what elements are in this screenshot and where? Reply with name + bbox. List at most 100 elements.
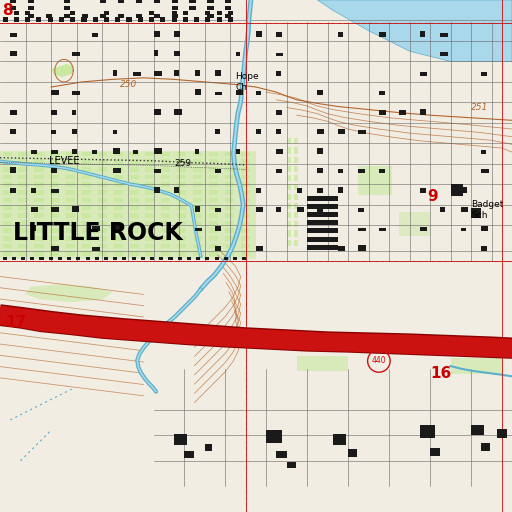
Bar bbox=[18, 251, 28, 256]
Bar bbox=[14, 17, 19, 22]
Bar bbox=[66, 205, 75, 210]
Bar bbox=[225, 228, 234, 233]
Bar bbox=[66, 167, 75, 172]
Bar bbox=[379, 228, 386, 231]
Bar bbox=[256, 31, 262, 37]
Bar bbox=[174, 31, 180, 37]
Bar bbox=[122, 257, 126, 260]
Bar bbox=[50, 221, 59, 225]
Bar bbox=[358, 169, 365, 173]
Bar bbox=[174, 51, 180, 56]
Bar bbox=[225, 14, 231, 18]
Bar bbox=[114, 221, 123, 225]
Bar bbox=[195, 206, 200, 212]
Bar bbox=[145, 152, 155, 156]
Bar bbox=[18, 198, 28, 202]
Bar bbox=[98, 244, 107, 248]
Bar bbox=[225, 198, 234, 202]
Bar bbox=[224, 257, 228, 260]
Bar bbox=[130, 159, 139, 164]
Bar bbox=[114, 228, 123, 233]
Bar bbox=[18, 205, 28, 210]
Text: 17: 17 bbox=[5, 315, 26, 330]
Bar bbox=[130, 205, 139, 210]
Bar bbox=[225, 6, 231, 10]
Bar bbox=[209, 175, 218, 179]
Bar bbox=[379, 91, 385, 95]
Bar bbox=[66, 175, 75, 179]
Bar bbox=[145, 205, 155, 210]
Bar bbox=[130, 175, 139, 179]
Bar bbox=[50, 175, 59, 179]
Bar bbox=[72, 110, 76, 115]
Bar bbox=[113, 168, 120, 173]
Bar bbox=[10, 33, 17, 37]
Bar bbox=[461, 187, 467, 193]
Bar bbox=[132, 257, 136, 260]
Bar bbox=[39, 257, 44, 260]
Bar bbox=[70, 17, 75, 22]
Bar bbox=[58, 257, 62, 260]
Bar bbox=[100, 14, 106, 18]
Bar bbox=[358, 208, 364, 212]
Bar bbox=[145, 251, 155, 256]
Bar bbox=[177, 205, 186, 210]
Bar bbox=[420, 227, 427, 231]
Bar bbox=[287, 462, 296, 468]
Bar bbox=[3, 198, 12, 202]
Text: 8: 8 bbox=[3, 3, 13, 17]
Bar bbox=[440, 32, 447, 37]
Bar bbox=[28, 0, 34, 3]
Bar bbox=[114, 152, 123, 156]
Bar bbox=[72, 91, 80, 95]
Bar bbox=[241, 152, 250, 156]
Bar bbox=[145, 167, 155, 172]
Bar bbox=[276, 207, 281, 212]
Bar bbox=[154, 14, 160, 18]
Bar bbox=[440, 52, 448, 56]
Bar bbox=[358, 130, 366, 134]
Bar bbox=[25, 11, 30, 15]
Bar bbox=[82, 213, 91, 218]
Bar bbox=[50, 152, 59, 156]
Bar bbox=[193, 198, 202, 202]
Bar bbox=[193, 175, 202, 179]
Bar bbox=[177, 221, 186, 225]
Bar bbox=[276, 32, 282, 37]
Bar bbox=[10, 188, 16, 193]
Bar bbox=[168, 257, 173, 260]
Bar bbox=[114, 182, 123, 187]
Bar bbox=[215, 70, 221, 76]
Polygon shape bbox=[51, 64, 74, 77]
Bar bbox=[145, 221, 155, 225]
Bar bbox=[130, 221, 139, 225]
Bar bbox=[338, 32, 343, 37]
Bar bbox=[28, 14, 34, 18]
Bar bbox=[358, 245, 366, 251]
Bar bbox=[184, 451, 194, 458]
Bar bbox=[50, 228, 59, 233]
Bar bbox=[307, 228, 338, 233]
Bar bbox=[159, 257, 163, 260]
Bar bbox=[228, 17, 233, 22]
Bar bbox=[236, 91, 244, 95]
Bar bbox=[145, 244, 155, 248]
Bar bbox=[34, 182, 44, 187]
Bar bbox=[225, 159, 234, 164]
Bar bbox=[81, 17, 87, 22]
Bar bbox=[64, 6, 70, 10]
Bar bbox=[18, 213, 28, 218]
Bar bbox=[98, 221, 107, 225]
Bar bbox=[294, 166, 298, 172]
Bar bbox=[338, 129, 346, 134]
Bar bbox=[18, 190, 28, 195]
Bar bbox=[241, 251, 250, 256]
Bar bbox=[104, 11, 109, 15]
Bar bbox=[358, 166, 392, 195]
Bar bbox=[10, 130, 16, 134]
Bar bbox=[338, 187, 343, 193]
Text: LITTLE ROCK: LITTLE ROCK bbox=[13, 221, 183, 245]
Bar bbox=[14, 11, 19, 15]
Bar bbox=[193, 213, 202, 218]
Bar bbox=[287, 138, 291, 144]
